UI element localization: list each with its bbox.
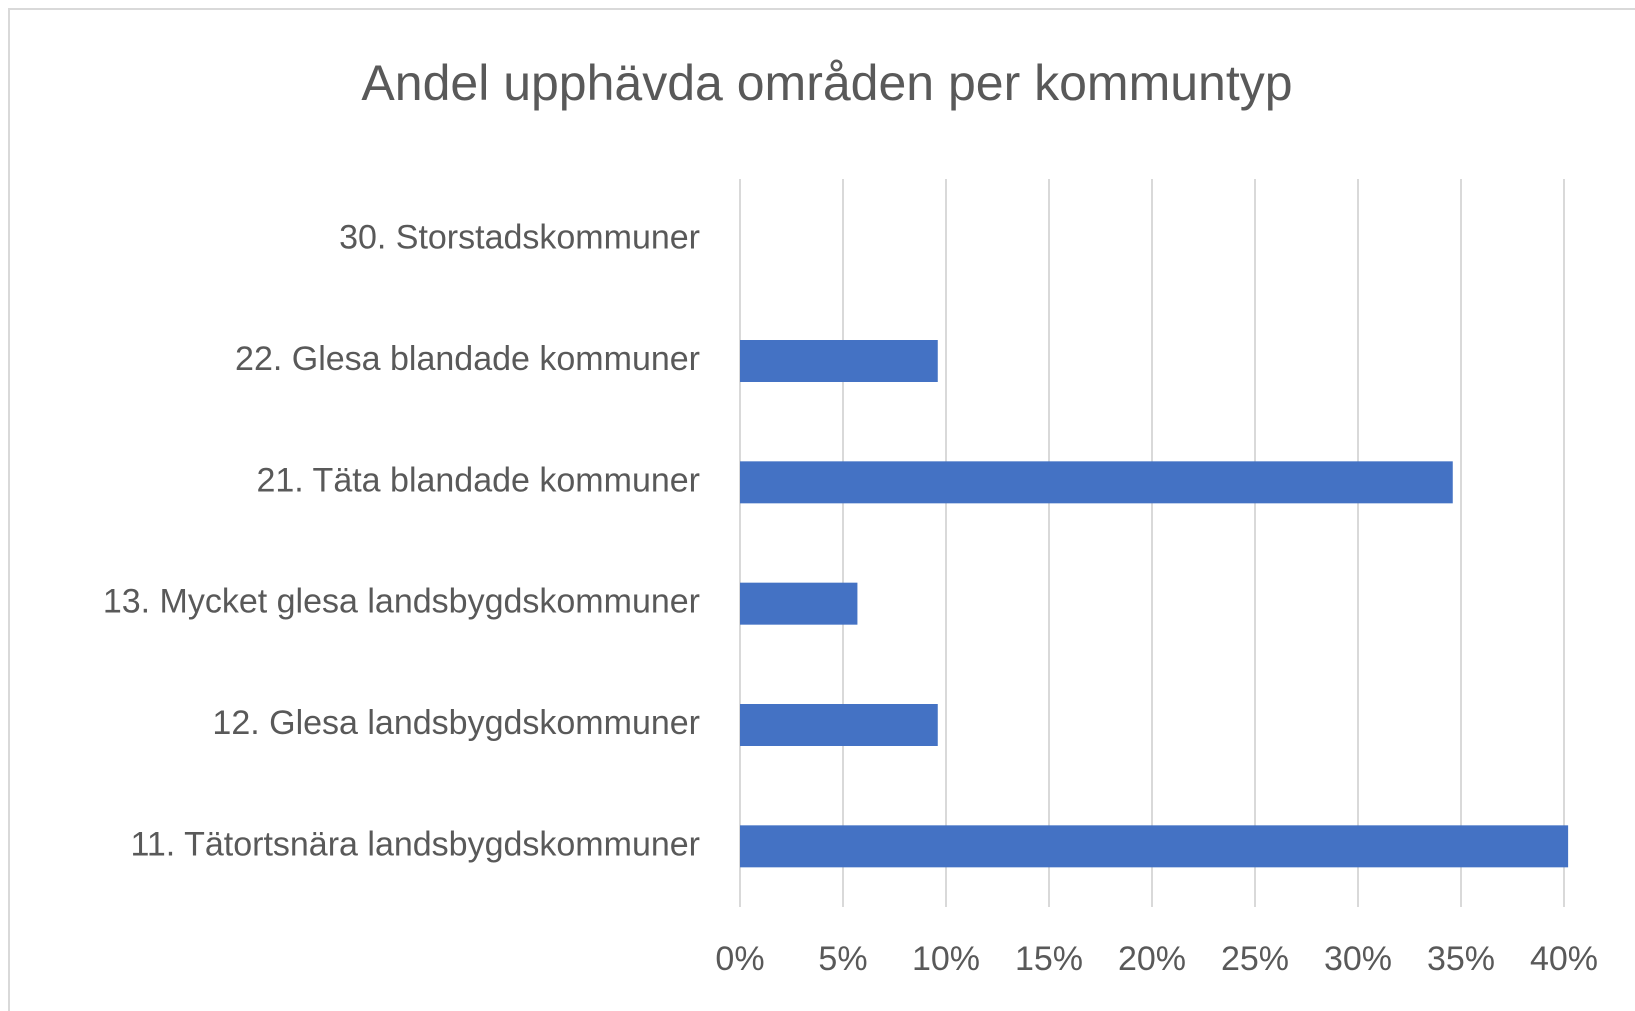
y-tick-label: 11. Tätortsnära landsbygdskommuner <box>131 825 700 863</box>
chart-border <box>8 8 1635 1011</box>
x-tick-label: 15% <box>1015 940 1083 978</box>
x-tick-label: 30% <box>1324 940 1392 978</box>
chart-title: Andel upphävda områden per kommuntyp <box>361 55 1292 111</box>
y-tick-label: 21. Täta blandade kommuner <box>256 461 700 499</box>
bar <box>740 825 1569 868</box>
x-tick-label: 10% <box>912 940 980 978</box>
bar <box>740 582 858 625</box>
x-tick-label: 20% <box>1118 940 1186 978</box>
x-tick-label: 40% <box>1530 940 1598 978</box>
x-tick-label: 0% <box>715 940 764 978</box>
x-tick-label: 25% <box>1221 940 1289 978</box>
x-tick-label: 35% <box>1427 940 1495 978</box>
y-tick-label: 13. Mycket glesa landsbygdskommuner <box>103 583 700 621</box>
bar <box>740 340 938 382</box>
y-tick-label: 12. Glesa landsbygdskommuner <box>212 704 700 742</box>
bar <box>740 461 1453 504</box>
y-tick-label: 22. Glesa blandade kommuner <box>235 340 700 378</box>
bar <box>740 704 938 746</box>
y-tick-label: 30. Storstadskommuner <box>339 219 700 257</box>
x-tick-label: 5% <box>818 940 867 978</box>
